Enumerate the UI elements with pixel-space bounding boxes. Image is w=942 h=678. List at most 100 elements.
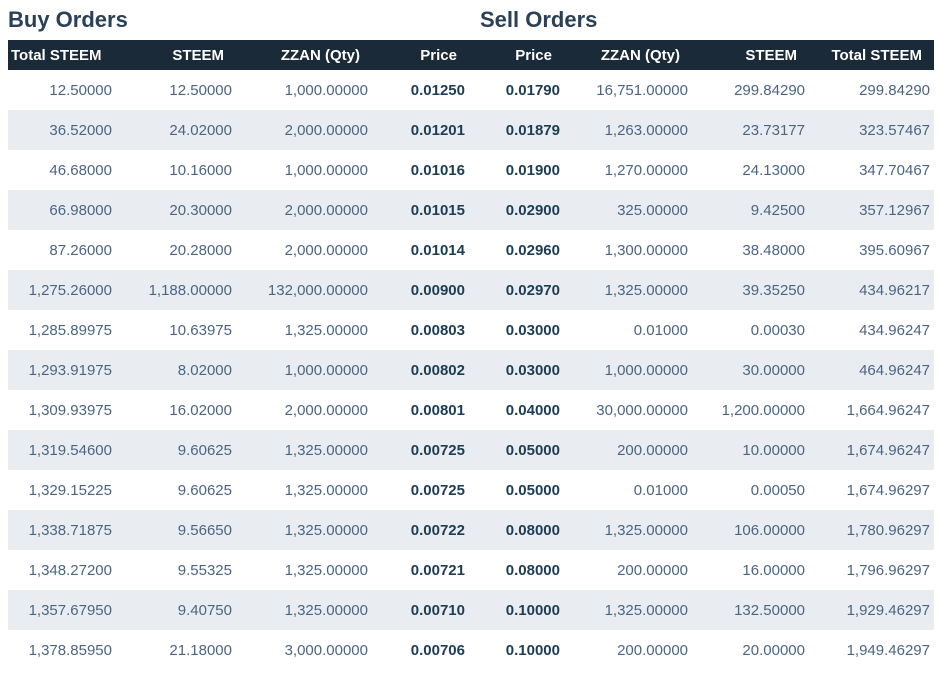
sell-steem-cell: 1,200.00000 [721, 401, 805, 419]
sell-zzan-qty-cell: 0.01000 [633, 321, 688, 339]
buy-total-steem-cell: 1,338.71875 [28, 521, 112, 539]
sell-orders-title: Sell Orders [480, 6, 598, 32]
buy-steem-cell: 9.60625 [177, 481, 232, 499]
sell-zzan-qty-cell: 1,263.00000 [604, 121, 688, 139]
buy-zzan-qty-cell: 1,000.00000 [284, 361, 368, 379]
sell-price-cell: 0.05000 [505, 441, 560, 459]
order-book-header-row: Total STEEM STEEM ZZAN (Qty) Price Price ZZAN… [8, 40, 934, 70]
sell-total-steem-cell: 1,949.46297 [846, 641, 930, 659]
sell-price-cell: 0.10000 [505, 601, 560, 619]
buy-price-header: Price [372, 40, 469, 70]
order-book-row[interactable]: 1,309.93975 16.02000 2,000.00000 0.00801 0.0… [8, 390, 934, 430]
buy-steem-cell: 10.63975 [169, 321, 232, 339]
sell-zzan-qty-cell: 0.01000 [633, 481, 688, 499]
buy-total-steem-cell: 1,275.26000 [28, 281, 112, 299]
sell-zzan-qty-cell: 30,000.00000 [596, 401, 688, 419]
order-book-row[interactable]: 1,378.85950 21.18000 3,000.00000 0.00706 0.1… [8, 630, 934, 670]
sell-price-cell: 0.04000 [505, 401, 560, 419]
buy-steem-cell: 16.02000 [169, 401, 232, 419]
buy-zzan-qty-cell: 2,000.00000 [284, 401, 368, 419]
buy-price-cell: 0.00721 [410, 561, 465, 579]
sell-price-cell: 0.03000 [505, 361, 560, 379]
order-book-row[interactable]: 1,293.91975 8.02000 1,000.00000 0.00802 0.03… [8, 350, 934, 390]
buy-price-cell: 0.01250 [410, 81, 465, 99]
order-book-row[interactable]: 12.50000 12.50000 1,000.00000 0.01250 0.0179… [8, 70, 934, 110]
buy-price-cell: 0.01015 [410, 201, 465, 219]
buy-zzan-qty-cell: 2,000.00000 [284, 201, 368, 219]
sell-price-cell: 0.01790 [505, 81, 560, 99]
order-book-row[interactable]: 1,319.54600 9.60625 1,325.00000 0.00725 0.05… [8, 430, 934, 470]
buy-zzan-qty-cell: 1,325.00000 [284, 521, 368, 539]
sell-zzan-qty-cell: 200.00000 [617, 441, 688, 459]
buy-total-steem-cell: 36.52000 [49, 121, 112, 139]
sell-steem-header: STEEM [692, 40, 809, 70]
buy-total-steem-cell: 1,309.93975 [28, 401, 112, 419]
order-book-row[interactable]: 66.98000 20.30000 2,000.00000 0.01015 0.0290… [8, 190, 934, 230]
sell-total-steem-header: Total STEEM [809, 40, 934, 70]
buy-zzan-qty-cell: 1,325.00000 [284, 601, 368, 619]
sell-zzan-qty-cell: 1,325.00000 [604, 601, 688, 619]
buy-price-cell: 0.00801 [410, 401, 465, 419]
sell-zzan-qty-cell: 200.00000 [617, 561, 688, 579]
sell-total-steem-cell: 1,664.96247 [846, 401, 930, 419]
buy-steem-cell: 1,188.00000 [148, 281, 232, 299]
sell-steem-cell: 0.00050 [750, 481, 805, 499]
buy-total-steem-cell: 66.98000 [49, 201, 112, 219]
buy-steem-cell: 9.60625 [177, 441, 232, 459]
buy-steem-cell: 9.55325 [177, 561, 232, 579]
sell-steem-cell: 38.48000 [742, 241, 805, 259]
sell-steem-cell: 132.50000 [734, 601, 805, 619]
sell-total-steem-cell: 323.57467 [859, 121, 930, 139]
sell-steem-cell: 0.00030 [750, 321, 805, 339]
order-book-row[interactable]: 1,338.71875 9.56650 1,325.00000 0.00722 0.08… [8, 510, 934, 550]
buy-zzan-qty-cell: 1,000.00000 [284, 161, 368, 179]
order-book-row[interactable]: 36.52000 24.02000 2,000.00000 0.01201 0.0187… [8, 110, 934, 150]
sell-steem-cell: 39.35250 [742, 281, 805, 299]
sell-total-steem-cell: 1,674.96297 [846, 481, 930, 499]
sell-zzan-qty-cell: 16,751.00000 [596, 81, 688, 99]
order-book-row[interactable]: 1,357.67950 9.40750 1,325.00000 0.00710 0.10… [8, 590, 934, 630]
buy-steem-cell: 10.16000 [169, 161, 232, 179]
sell-total-steem-cell: 357.12967 [859, 201, 930, 219]
sell-steem-cell: 16.00000 [742, 561, 805, 579]
order-book-row[interactable]: 1,285.89975 10.63975 1,325.00000 0.00803 0.0… [8, 310, 934, 350]
sell-steem-cell: 9.42500 [750, 201, 805, 219]
buy-zzan-qty-cell: 3,000.00000 [284, 641, 368, 659]
sell-total-steem-cell: 1,796.96297 [846, 561, 930, 579]
order-book-table: Total STEEM STEEM ZZAN (Qty) Price Price ZZAN… [8, 40, 934, 670]
buy-zzan-qty-cell: 1,000.00000 [284, 81, 368, 99]
sell-price-cell: 0.01900 [505, 161, 560, 179]
sell-total-steem-cell: 347.70467 [859, 161, 930, 179]
sell-steem-cell: 106.00000 [734, 521, 805, 539]
buy-zzan-qty-cell: 2,000.00000 [284, 121, 368, 139]
section-titles: Buy Orders Sell Orders [8, 4, 934, 33]
buy-price-cell: 0.01201 [410, 121, 465, 139]
buy-steem-cell: 20.30000 [169, 201, 232, 219]
sell-zzan-qty-cell: 200.00000 [617, 641, 688, 659]
buy-total-steem-cell: 1,319.54600 [28, 441, 112, 459]
order-book-row[interactable]: 46.68000 10.16000 1,000.00000 0.01016 0.0190… [8, 150, 934, 190]
buy-price-cell: 0.01016 [410, 161, 465, 179]
buy-price-cell: 0.00725 [410, 441, 465, 459]
order-book-row[interactable]: 1,348.27200 9.55325 1,325.00000 0.00721 0.08… [8, 550, 934, 590]
buy-price-cell: 0.00802 [410, 361, 465, 379]
buy-total-steem-cell: 87.26000 [49, 241, 112, 259]
buy-total-steem-header: Total STEEM [8, 40, 116, 70]
sell-total-steem-cell: 299.84290 [859, 81, 930, 99]
sell-price-cell: 0.05000 [505, 481, 560, 499]
sell-price-cell: 0.08000 [505, 561, 560, 579]
buy-steem-cell: 20.28000 [169, 241, 232, 259]
order-book-row[interactable]: 87.26000 20.28000 2,000.00000 0.01014 0.0296… [8, 230, 934, 270]
buy-zzan-qty-cell: 1,325.00000 [284, 321, 368, 339]
sell-steem-cell: 10.00000 [742, 441, 805, 459]
buy-total-steem-cell: 1,285.89975 [28, 321, 112, 339]
order-book-panel: Buy Orders Sell Orders Total STEEM STEEM Z… [0, 4, 942, 670]
order-book-row[interactable]: 1,329.15225 9.60625 1,325.00000 0.00725 0.05… [8, 470, 934, 510]
sell-total-steem-cell: 434.96247 [859, 321, 930, 339]
order-book-row[interactable]: 1,275.26000 1,188.00000 132,000.00000 0.009… [8, 270, 934, 310]
sell-price-cell: 0.03000 [505, 321, 560, 339]
buy-steem-cell: 21.18000 [169, 641, 232, 659]
buy-price-cell: 0.00710 [410, 601, 465, 619]
sell-total-steem-cell: 434.96217 [859, 281, 930, 299]
buy-price-cell: 0.00803 [410, 321, 465, 339]
